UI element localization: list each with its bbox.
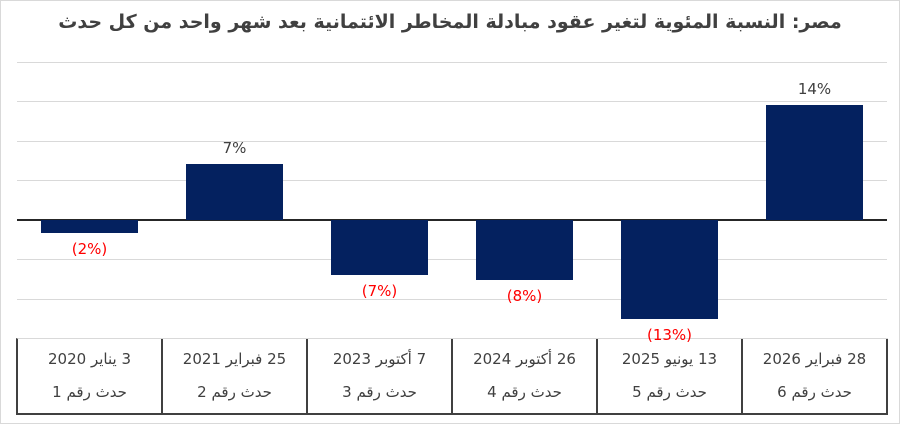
table-cell: 28 فبراير 2026 حدث رقم 6 <box>743 339 888 413</box>
cell-event: حدث رقم 4 <box>487 383 562 401</box>
cell-date: 26 أكتوبر 2024 <box>473 350 576 368</box>
bar-label: (7%) <box>361 281 398 300</box>
gridline <box>17 140 887 142</box>
bar <box>766 104 863 220</box>
cell-event: حدث رقم 1 <box>52 383 127 401</box>
gridline <box>17 259 887 261</box>
chart-title: مصر: النسبة المئوية لتغير عقود مبادلة ال… <box>58 11 842 33</box>
table-cell: 26 أكتوبر 2024 حدث رقم 4 <box>453 339 598 413</box>
data-table: 3 يناير 2020 حدث رقم 1 25 فبراير 2021 حد… <box>16 338 888 415</box>
table-cell: 3 يناير 2020 حدث رقم 1 <box>18 339 163 413</box>
gridline <box>17 298 887 300</box>
gridline <box>17 101 887 103</box>
bar-label: 14% <box>797 79 832 98</box>
table-cell: 7 أكتوبر 2023 حدث رقم 3 <box>308 339 453 413</box>
bar <box>41 219 138 234</box>
bar-label: 7% <box>222 139 247 158</box>
bar-label: (13%) <box>646 326 693 345</box>
table-cell: 13 يونيو 2025 حدث رقم 5 <box>598 339 743 413</box>
table-cell: 25 فبراير 2021 حدث رقم 2 <box>163 339 308 413</box>
cell-date: 13 يونيو 2025 <box>621 350 718 368</box>
cell-event: حدث رقم 6 <box>777 383 852 401</box>
bar-label: (2%) <box>71 240 108 259</box>
cell-event: حدث رقم 2 <box>197 383 272 401</box>
gridline <box>17 180 887 182</box>
cell-event: حدث رقم 3 <box>342 383 417 401</box>
bar <box>621 219 718 320</box>
bar <box>186 164 283 220</box>
cell-event: حدث رقم 5 <box>632 383 707 401</box>
bar <box>331 219 428 275</box>
gridline <box>17 62 887 63</box>
cell-date: 3 يناير 2020 <box>48 350 131 368</box>
cell-date: 7 أكتوبر 2023 <box>332 350 427 368</box>
cell-date: 28 فبراير 2026 <box>762 350 867 368</box>
bar <box>476 219 573 280</box>
zero-axis-line <box>17 218 887 221</box>
cell-date: 25 فبراير 2021 <box>182 350 287 368</box>
bar-label: (8%) <box>506 286 543 305</box>
